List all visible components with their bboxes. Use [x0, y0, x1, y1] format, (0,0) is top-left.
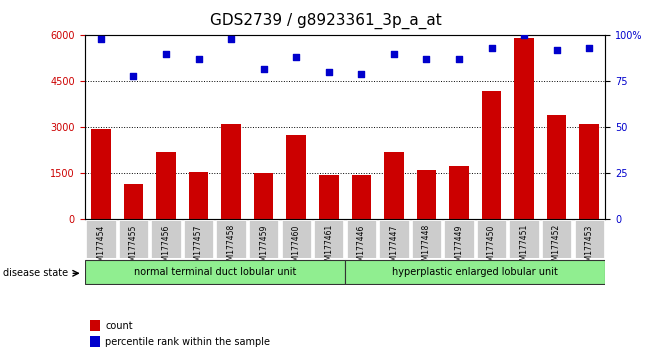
Text: disease state: disease state: [3, 268, 68, 278]
FancyBboxPatch shape: [184, 220, 214, 258]
Point: [161, 51, 171, 57]
Text: GSM177453: GSM177453: [585, 224, 594, 270]
Text: GSM177450: GSM177450: [487, 224, 496, 270]
Text: percentile rank within the sample: percentile rank within the sample: [105, 337, 270, 347]
Bar: [91, 129, 111, 219]
Bar: [514, 39, 534, 219]
Bar: [547, 115, 566, 219]
Bar: [352, 175, 371, 219]
Text: GSM177446: GSM177446: [357, 224, 366, 270]
FancyBboxPatch shape: [412, 220, 441, 258]
FancyBboxPatch shape: [510, 220, 539, 258]
Point: [454, 57, 464, 62]
Bar: [254, 173, 273, 219]
FancyBboxPatch shape: [347, 220, 376, 258]
Text: GSM177461: GSM177461: [324, 224, 333, 270]
Bar: [482, 91, 501, 219]
Point: [324, 69, 334, 75]
Text: normal terminal duct lobular unit: normal terminal duct lobular unit: [133, 267, 296, 277]
Point: [128, 73, 139, 79]
Point: [226, 36, 236, 42]
Point: [96, 36, 106, 42]
Bar: [579, 124, 599, 219]
Point: [551, 47, 562, 53]
Point: [193, 57, 204, 62]
FancyBboxPatch shape: [217, 220, 246, 258]
Text: GSM177455: GSM177455: [129, 224, 138, 270]
Text: count: count: [105, 321, 133, 331]
FancyBboxPatch shape: [86, 220, 116, 258]
FancyBboxPatch shape: [249, 220, 279, 258]
Text: GSM177456: GSM177456: [161, 224, 171, 270]
Bar: [449, 166, 469, 219]
Text: GSM177449: GSM177449: [454, 224, 464, 270]
FancyBboxPatch shape: [85, 260, 345, 284]
Bar: [319, 175, 339, 219]
FancyBboxPatch shape: [119, 220, 148, 258]
Point: [291, 55, 301, 60]
Point: [258, 66, 269, 72]
Bar: [90, 320, 100, 331]
Bar: [286, 135, 306, 219]
Text: GSM177458: GSM177458: [227, 224, 236, 270]
Bar: [124, 184, 143, 219]
FancyBboxPatch shape: [282, 220, 311, 258]
Point: [356, 71, 367, 77]
Text: GSM177452: GSM177452: [552, 224, 561, 270]
Bar: [221, 124, 241, 219]
Text: GSM177454: GSM177454: [96, 224, 105, 270]
FancyBboxPatch shape: [575, 220, 604, 258]
Text: hyperplastic enlarged lobular unit: hyperplastic enlarged lobular unit: [393, 267, 558, 277]
Bar: [90, 336, 100, 347]
FancyBboxPatch shape: [380, 220, 409, 258]
FancyBboxPatch shape: [542, 220, 572, 258]
Text: GSM177459: GSM177459: [259, 224, 268, 270]
Text: GSM177451: GSM177451: [519, 224, 529, 270]
Bar: [417, 170, 436, 219]
Bar: [156, 152, 176, 219]
FancyBboxPatch shape: [345, 260, 605, 284]
Point: [519, 33, 529, 38]
FancyBboxPatch shape: [151, 220, 181, 258]
Text: GSM177448: GSM177448: [422, 224, 431, 270]
FancyBboxPatch shape: [314, 220, 344, 258]
Text: GSM177457: GSM177457: [194, 224, 203, 270]
Bar: [189, 172, 208, 219]
Text: GSM177460: GSM177460: [292, 224, 301, 270]
Point: [584, 45, 594, 51]
Point: [421, 57, 432, 62]
Text: GSM177447: GSM177447: [389, 224, 398, 270]
Point: [486, 45, 497, 51]
Text: GDS2739 / g8923361_3p_a_at: GDS2739 / g8923361_3p_a_at: [210, 12, 441, 29]
Bar: [384, 152, 404, 219]
FancyBboxPatch shape: [477, 220, 506, 258]
Point: [389, 51, 399, 57]
FancyBboxPatch shape: [445, 220, 474, 258]
